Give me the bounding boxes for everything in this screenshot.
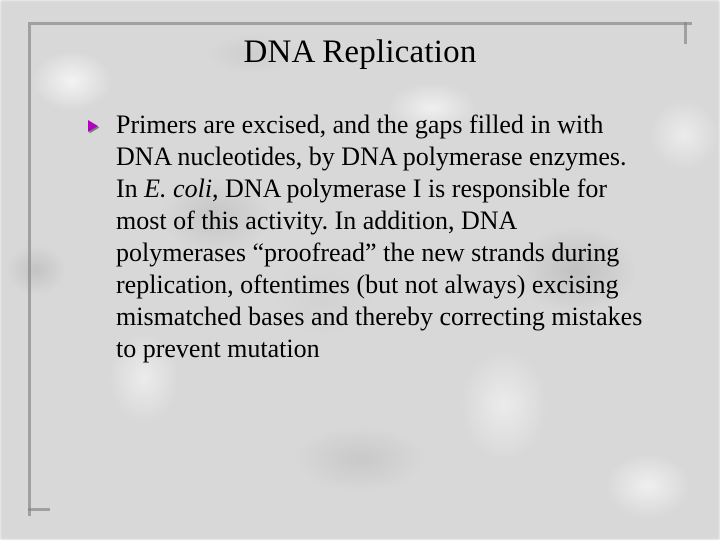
- bullet-item: Primers are excised, and the gaps filled…: [50, 109, 670, 365]
- italic-text: E. coli: [144, 174, 212, 203]
- bullet-text: Primers are excised, and the gaps filled…: [116, 109, 650, 365]
- slide-content: DNA Replication Primers are excised, and…: [0, 0, 720, 540]
- slide-title: DNA Replication: [50, 34, 670, 71]
- chevron-right-icon: [84, 117, 102, 135]
